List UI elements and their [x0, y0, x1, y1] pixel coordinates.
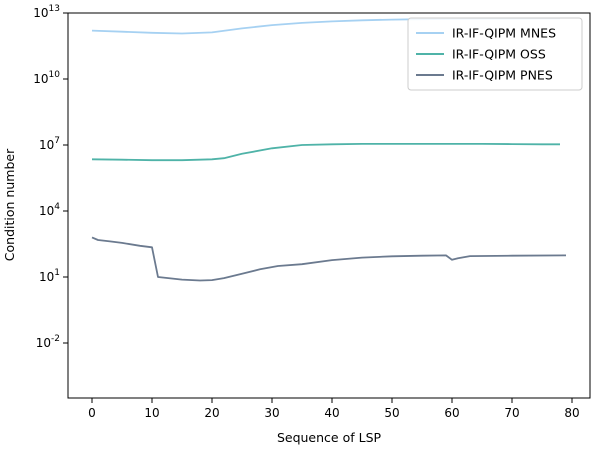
y-tick-label: 107	[39, 136, 60, 152]
legend-frame	[407, 17, 583, 91]
x-tick-label: 10	[144, 406, 159, 420]
series-line-2	[91, 143, 560, 162]
x-tick-label: 80	[564, 406, 579, 420]
x-axis: 0 10 20 30 40 50 60 70 80	[88, 398, 580, 420]
y-tick-label: 10-2	[36, 334, 60, 350]
x-axis-label: Sequence of LSP	[277, 430, 382, 445]
legend-label: IR-IF-QIPM PNES	[452, 68, 553, 83]
x-tick-label: 60	[444, 406, 459, 420]
legend-label: IR-IF-QIPM OSS	[452, 47, 546, 62]
legend-label: IR-IF-QIPM MNES	[452, 26, 556, 41]
y-tick-label: 1013	[33, 4, 60, 20]
y-tick-label: 101	[39, 268, 60, 284]
y-axis: 10-2 101 104 107 1010 1013	[33, 4, 68, 350]
y-axis-label: Condition number	[2, 148, 17, 261]
x-tick-label: 50	[384, 406, 399, 420]
series-line-3	[91, 236, 567, 282]
x-tick-label: 70	[504, 406, 519, 420]
legend: IR-IF-QIPM MNES IR-IF-QIPM OSS IR-IF-QIPM …	[407, 17, 583, 91]
y-tick-label: 1010	[33, 70, 60, 86]
x-tick-label: 0	[88, 406, 96, 420]
x-tick-label: 20	[204, 406, 219, 420]
x-tick-label: 30	[264, 406, 279, 420]
y-tick-label: 104	[39, 202, 60, 218]
x-tick-label: 40	[324, 406, 339, 420]
